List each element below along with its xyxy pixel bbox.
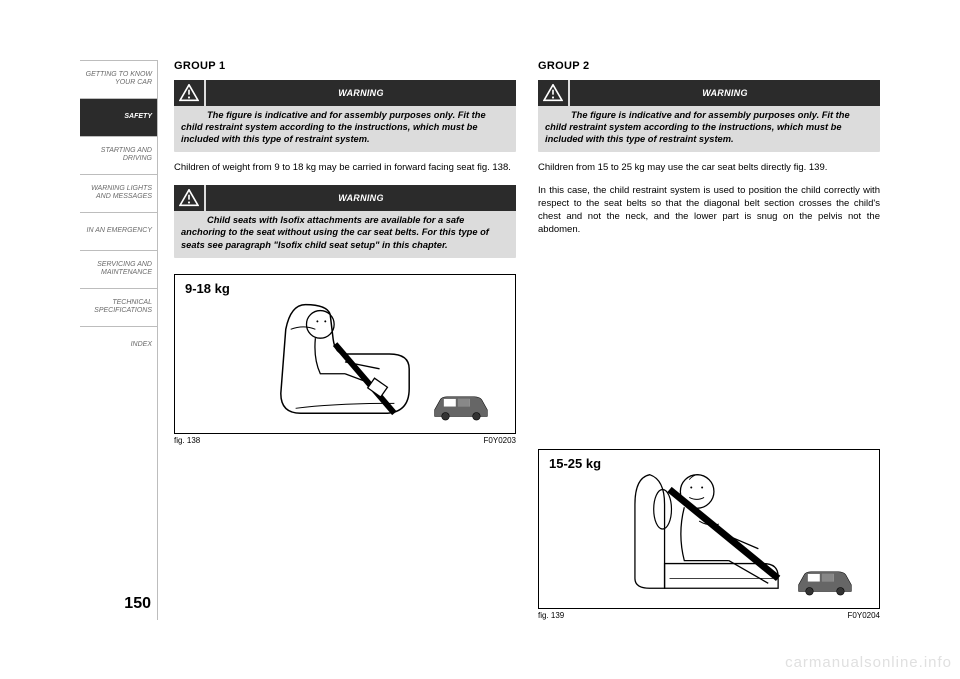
warning-text-content: The figure is indicative and for assembl… [545, 110, 850, 145]
nav-warning-lights[interactable]: WARNING LIGHTS AND MESSAGES [80, 174, 158, 212]
nav-label: STARTING AND DRIVING [83, 147, 152, 163]
warning-2-text: Child seats with Isofix attachments are … [181, 214, 509, 251]
nav-getting-to-know[interactable]: GETTING TO KNOW YOUR CAR [80, 60, 158, 98]
nav-emergency[interactable]: IN AN EMERGENCY [80, 212, 158, 250]
nav-technical-specs[interactable]: TECHNICAL SPECIFICATIONS [80, 288, 158, 326]
warning-1-text: The figure is indicative and for assembl… [181, 109, 509, 146]
page-number-value: 150 [124, 595, 151, 612]
warning-label: WARNING [206, 80, 516, 106]
warning-text-content: Child seats with Isofix attachments are … [181, 215, 489, 250]
warning-triangle-icon [538, 80, 568, 106]
content-area: GROUP 1 WARNING The figure is indicative… [158, 60, 880, 620]
warning-triangle-icon [174, 185, 204, 211]
nav-label: IN AN EMERGENCY [87, 227, 152, 235]
group-1-body: Children of weight from 9 to 18 kg may b… [174, 162, 516, 175]
nav-label: WARNING LIGHTS AND MESSAGES [83, 185, 152, 201]
fig-caption-left: fig. 139 [538, 611, 564, 620]
nav-label: INDEX [131, 341, 152, 349]
warning-box-3: WARNING The figure is indicative and for… [538, 80, 880, 153]
nav-index[interactable]: INDEX [80, 326, 158, 364]
child-seat-illustration-2 [539, 450, 879, 608]
figure-139: 15-25 kg [538, 449, 880, 609]
warning-box-1: WARNING The figure is indicative and for… [174, 80, 516, 153]
warning-header: WARNING [174, 185, 516, 211]
fig-caption-right: F0Y0203 [484, 436, 516, 445]
figure-138-caption: fig. 138 F0Y0203 [174, 436, 516, 445]
warning-label: WARNING [206, 185, 516, 211]
group-2-title: GROUP 2 [538, 60, 880, 72]
group-2-body-2: In this case, the child restraint system… [538, 185, 880, 236]
nav-label: TECHNICAL SPECIFICATIONS [83, 299, 152, 315]
warning-box-2: WARNING Child seats with Isofix attachme… [174, 185, 516, 258]
column-group-1: GROUP 1 WARNING The figure is indicative… [174, 60, 516, 620]
group-2-body-1: Children from 15 to 25 kg may use the ca… [538, 162, 880, 175]
warning-3-text: The figure is indicative and for assembl… [545, 109, 873, 146]
sidebar-nav: GETTING TO KNOW YOUR CAR SAFETY STARTING… [80, 60, 158, 620]
nav-starting-driving[interactable]: STARTING AND DRIVING [80, 136, 158, 174]
warning-label: WARNING [570, 80, 880, 106]
fig-caption-right: F0Y0204 [848, 611, 880, 620]
figure-138: 9-18 kg [174, 274, 516, 434]
nav-spacer [80, 364, 158, 592]
warning-header: WARNING [538, 80, 880, 106]
page-number: 150 [80, 591, 158, 619]
fig-caption-left: fig. 138 [174, 436, 200, 445]
figure-139-caption: fig. 139 F0Y0204 [538, 611, 880, 620]
nav-safety[interactable]: SAFETY [80, 98, 158, 136]
warning-header: WARNING [174, 80, 516, 106]
nav-servicing[interactable]: SERVICING AND MAINTENANCE [80, 250, 158, 288]
weight-label-1: 9-18 kg [185, 281, 230, 296]
nav-label: GETTING TO KNOW YOUR CAR [83, 71, 152, 87]
manual-page: GETTING TO KNOW YOUR CAR SAFETY STARTING… [80, 60, 880, 620]
warning-triangle-icon [174, 80, 204, 106]
nav-label: SERVICING AND MAINTENANCE [83, 261, 152, 277]
child-seat-illustration-1 [175, 275, 515, 433]
column-group-2: GROUP 2 WARNING The figure is indicative… [538, 60, 880, 620]
watermark: carmanualsonline.info [785, 654, 952, 671]
group-1-title: GROUP 1 [174, 60, 516, 72]
nav-label: SAFETY [124, 113, 152, 121]
warning-text-content: The figure is indicative and for assembl… [181, 110, 486, 145]
weight-label-2: 15-25 kg [549, 456, 601, 471]
